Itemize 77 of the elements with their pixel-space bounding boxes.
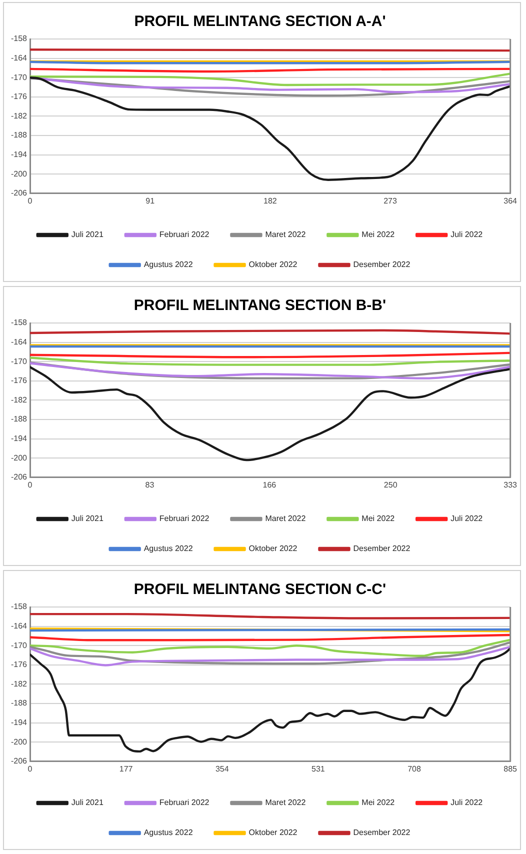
x-tick-label: 250	[384, 480, 398, 490]
line-series	[30, 646, 510, 666]
x-tick-label: 364	[504, 196, 518, 206]
y-tick-label: -200	[10, 169, 28, 178]
x-tick-label: 0	[28, 480, 33, 490]
line-series	[30, 647, 510, 753]
legend-label: Agustus 2022	[144, 260, 194, 270]
legend-label: Maret 2022	[265, 514, 306, 524]
x-tick-label: 166	[262, 480, 277, 490]
legend-label: Maret 2022	[265, 230, 306, 240]
line-series	[30, 638, 510, 657]
line-series	[30, 356, 510, 366]
legend-label: Februari 2022	[159, 230, 210, 240]
legend-label: Juli 2021	[71, 798, 104, 808]
legend-label: Mei 2022	[362, 230, 396, 240]
x-tick-label: 91	[146, 196, 156, 206]
legend-label: Mei 2022	[362, 514, 396, 524]
x-tick-label: 177	[119, 764, 134, 774]
y-tick-label: -170	[10, 356, 28, 366]
y-tick-label: -194	[10, 718, 28, 728]
legend-label: Oktober 2022	[248, 544, 298, 554]
y-tick-label: -170	[10, 72, 28, 82]
legend-label: Juli 2022	[450, 798, 484, 808]
x-tick-label: 83	[145, 480, 155, 490]
y-tick-label: -176	[10, 376, 28, 386]
x-tick-label: 531	[312, 764, 326, 774]
y-tick-label: -170	[10, 640, 28, 650]
chart-title: PROFIL MELINTANG SECTION B-B'	[134, 297, 386, 314]
y-tick-label: -188	[10, 414, 28, 424]
legend-label: Oktober 2022	[248, 828, 298, 838]
x-tick-label: 273	[384, 196, 398, 206]
y-tick-label: -158	[10, 602, 28, 612]
legend-label: Agustus 2022	[144, 544, 194, 554]
y-tick-label: -176	[10, 660, 28, 670]
y-tick-label: -206	[10, 756, 28, 766]
legend-label: Juli 2022	[450, 514, 484, 524]
y-tick-label: -182	[10, 679, 28, 688]
legend-label: Juli 2022	[450, 230, 484, 240]
x-tick-label: 182	[263, 196, 278, 206]
y-tick-label: -200	[10, 453, 28, 462]
legend-label: Desember 2022	[353, 260, 411, 270]
line-series	[30, 366, 510, 462]
y-tick-label: -176	[10, 92, 28, 102]
y-tick-label: -164	[10, 54, 28, 63]
legend-label: Juli 2021	[71, 514, 104, 524]
y-tick-label: -182	[10, 111, 28, 120]
x-tick-label: 885	[504, 764, 518, 774]
y-tick-label: -158	[10, 34, 28, 44]
legend-label: Agustus 2022	[144, 828, 194, 838]
legend-label: Februari 2022	[159, 514, 210, 524]
line-series	[30, 72, 510, 86]
line-series	[30, 76, 510, 181]
x-tick-label: 708	[408, 764, 422, 774]
x-tick-label: 0	[28, 196, 33, 206]
legend-label: Oktober 2022	[248, 260, 298, 270]
y-tick-label: -164	[10, 338, 28, 347]
y-tick-label: -182	[10, 395, 28, 404]
x-tick-label: 354	[215, 764, 230, 774]
legend-label: Maret 2022	[265, 798, 306, 808]
x-tick-label: 0	[28, 764, 33, 774]
chart-title: PROFIL MELINTANG SECTION C-C'	[134, 581, 386, 598]
y-tick-label: -188	[10, 130, 28, 140]
y-tick-label: -164	[10, 622, 28, 631]
y-tick-label: -200	[10, 737, 28, 746]
y-tick-label: -194	[10, 434, 28, 444]
y-tick-label: -206	[10, 472, 28, 482]
legend-label: Desember 2022	[353, 544, 411, 554]
chart-title: PROFIL MELINTANG SECTION A-A'	[134, 13, 386, 30]
y-tick-label: -194	[10, 150, 28, 160]
y-tick-label: -158	[10, 318, 28, 328]
legend-label: Desember 2022	[353, 828, 411, 838]
y-tick-label: -188	[10, 698, 28, 708]
legend-label: Mei 2022	[362, 798, 396, 808]
legend-label: Juli 2021	[71, 230, 104, 240]
x-tick-label: 333	[504, 480, 518, 490]
legend-label: Februari 2022	[159, 798, 210, 808]
y-tick-label: -206	[10, 188, 28, 198]
